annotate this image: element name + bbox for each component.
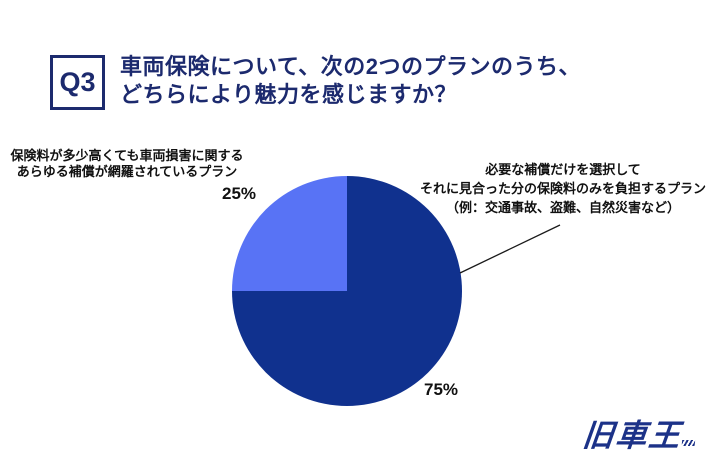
percent-label-75: 75% (424, 380, 459, 399)
question-title-line1: 車両保険について、次の2つのプランのうち、 (120, 54, 581, 79)
percent-label-25: 25% (222, 184, 257, 203)
slice-label-selective-plan: 必要な補償だけを選択して それに見合った分の保険料のみを負担するプラン （例：交… (416, 160, 710, 217)
slice-label-selective-line3: （例：交通事故、盗難、自然災害など） (445, 200, 680, 215)
pie-chart (232, 176, 462, 406)
kyushaou-logo: 旧車王 (581, 410, 699, 455)
question-title: 車両保険について、次の2つのプランのうち、 どちらにより魅力を感じますか？ (120, 53, 581, 109)
kyushaou-logo-text: 旧車王 (580, 418, 684, 453)
question-number-badge: Q3 (50, 55, 105, 110)
slice-label-comprehensive-line1: 保険料が多少高くても車両損害に関する (10, 148, 244, 163)
question-number-label: Q3 (59, 67, 96, 97)
logo-speed-marks-icon (681, 440, 696, 446)
question-title-line2: どちらにより魅力を感じますか？ (120, 82, 458, 107)
slice-label-comprehensive-line2: あらゆる補償が網羅されているプラン (16, 164, 238, 179)
slice-label-selective-line1: 必要な補償だけを選択して (485, 162, 641, 177)
slice-label-selective-line2: それに見合った分の保険料のみを負担するプラン (419, 181, 706, 196)
slice-label-comprehensive-plan: 保険料が多少高くても車両損害に関する あらゆる補償が網羅されているプラン (4, 148, 250, 180)
